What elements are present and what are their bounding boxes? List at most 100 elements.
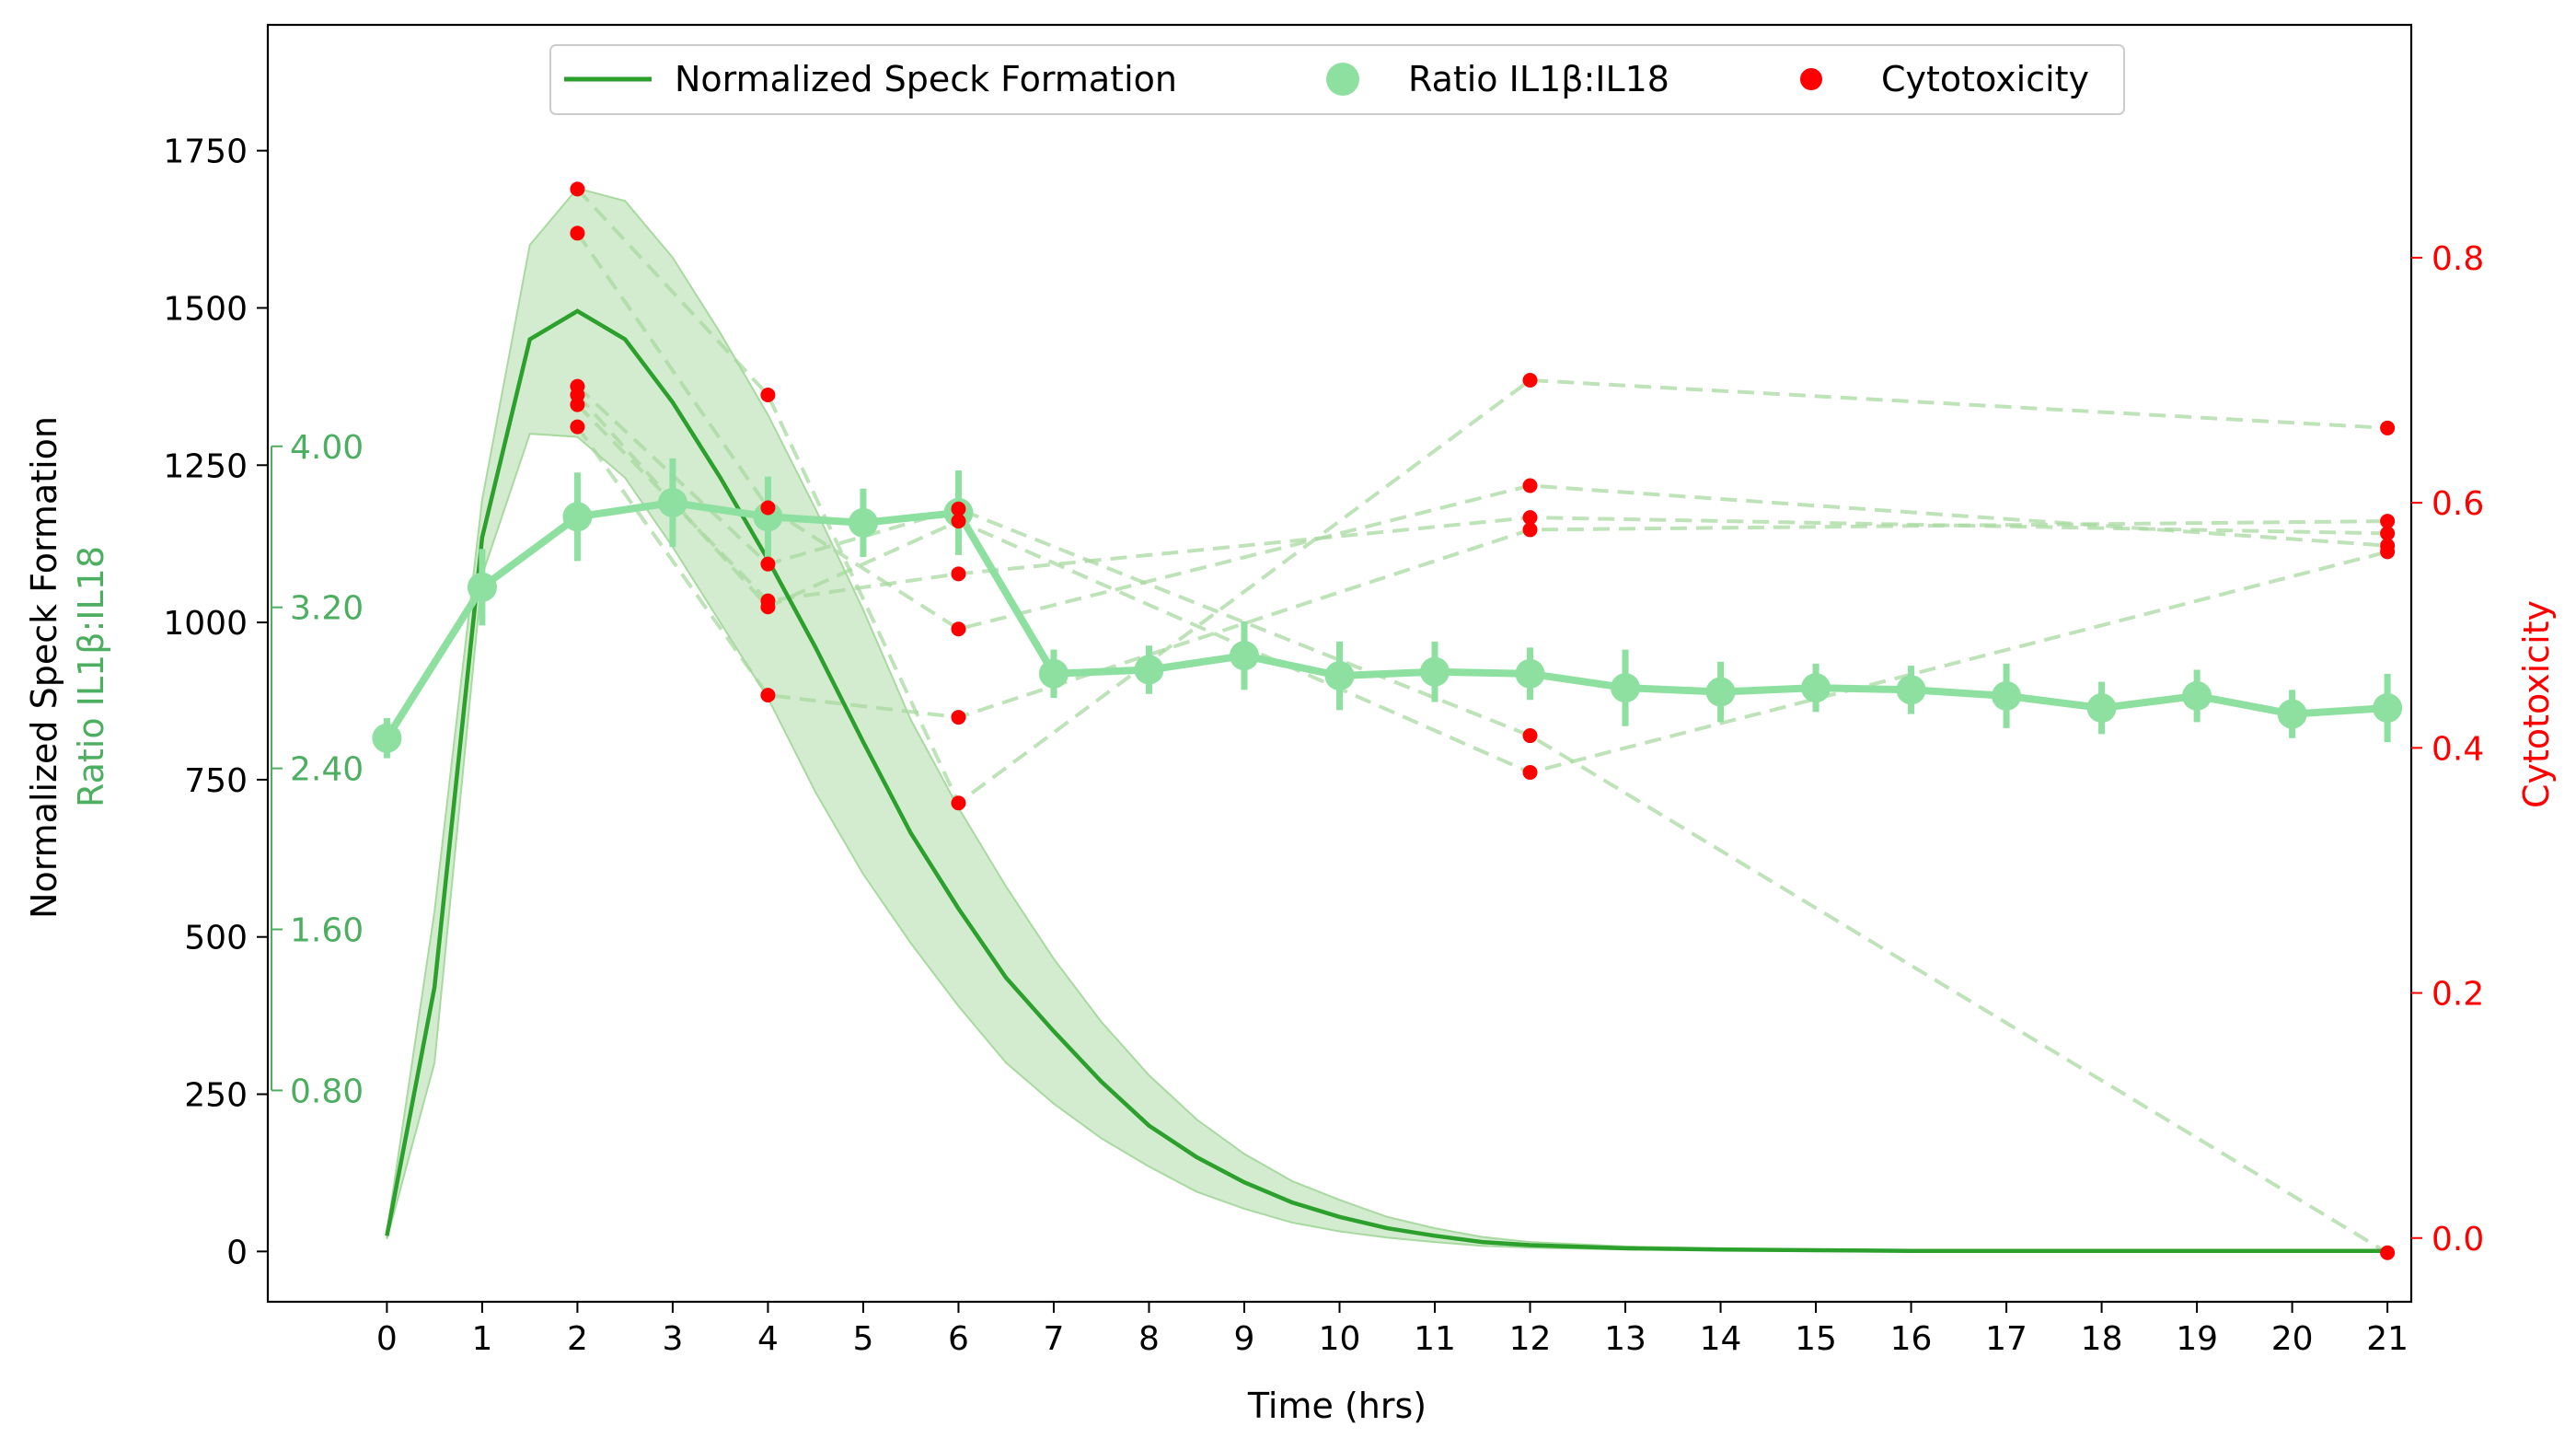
cytotoxicity-point bbox=[951, 621, 966, 637]
y-inner-tick-label: 1.60 bbox=[290, 912, 364, 950]
y-left-tick-label: 1500 bbox=[163, 290, 248, 328]
plot-area bbox=[372, 181, 2403, 1260]
ratio-series bbox=[372, 458, 2403, 759]
ratio-point bbox=[2277, 699, 2307, 729]
ratio-point bbox=[1992, 680, 2022, 711]
ratio-point bbox=[1515, 658, 1545, 689]
ratio-point bbox=[2086, 693, 2117, 724]
ratio-point bbox=[1038, 658, 1069, 689]
y-left-tick-label: 1750 bbox=[163, 133, 248, 171]
x-tick-label: 12 bbox=[1509, 1320, 1552, 1358]
x-axis: 0 1 2 3 4 5 6 7 8 9 10 11 12 13 14 15 16 17 18 19 20 21 bbox=[376, 1302, 2409, 1358]
ratio-point bbox=[1229, 641, 1259, 671]
x-tick-label: 4 bbox=[757, 1320, 779, 1358]
ratio-point bbox=[372, 723, 402, 753]
legend-swatch-cytotoxicity bbox=[1800, 68, 1822, 90]
cytotoxicity-point bbox=[2380, 420, 2396, 435]
legend-swatch-ratio bbox=[1326, 63, 1359, 96]
x-tick-label: 14 bbox=[1700, 1320, 1742, 1358]
ratio-point bbox=[1611, 673, 1641, 703]
y-axis-left: 0 250 500 750 1000 1250 1500 1750 bbox=[163, 133, 268, 1271]
y-right-tick-label: 0.4 bbox=[2432, 730, 2484, 768]
y-axis-right: 0.0 0.2 0.4 0.6 0.8 bbox=[2411, 240, 2484, 1259]
cytotoxicity-point bbox=[951, 514, 966, 529]
cytotoxicity-points bbox=[570, 181, 2396, 1260]
x-axis-label: Time (hrs) bbox=[1247, 1386, 1427, 1426]
ratio-point bbox=[1896, 675, 1926, 705]
x-tick-label: 17 bbox=[1985, 1320, 2027, 1358]
speck-line-path bbox=[385, 308, 2388, 1253]
cytotoxicity-point bbox=[951, 710, 966, 725]
cytotoxicity-point bbox=[2380, 514, 2396, 529]
ratio-point bbox=[753, 502, 783, 532]
y-axis-inner-label: Ratio IL1β:IL18 bbox=[71, 546, 111, 807]
cytotoxicity-point bbox=[570, 181, 585, 197]
ratio-point bbox=[848, 507, 878, 538]
ratio-point bbox=[1134, 655, 1164, 685]
cytotoxicity-point bbox=[1522, 522, 1538, 538]
y-inner-tick-label: 4.00 bbox=[290, 429, 364, 467]
cytotoxicity-point bbox=[2380, 1245, 2396, 1260]
x-tick-label: 1 bbox=[471, 1320, 492, 1358]
cytotoxicity-point bbox=[1522, 728, 1538, 744]
x-tick-label: 7 bbox=[1044, 1320, 1065, 1358]
ratio-point bbox=[1705, 677, 1736, 707]
x-tick-label: 5 bbox=[852, 1320, 873, 1358]
y-left-tick-label: 1250 bbox=[163, 447, 248, 485]
y-left-tick-label: 250 bbox=[184, 1077, 248, 1115]
x-tick-label: 15 bbox=[1795, 1320, 1837, 1358]
ratio-point bbox=[467, 572, 497, 602]
ratio-point bbox=[1420, 656, 1450, 687]
x-tick-label: 11 bbox=[1414, 1320, 1456, 1358]
cytotoxicity-point bbox=[1522, 510, 1538, 526]
x-tick-label: 16 bbox=[1890, 1320, 1933, 1358]
cytotoxicity-point bbox=[570, 226, 585, 241]
x-tick-label: 19 bbox=[2176, 1320, 2218, 1358]
legend: Normalized Speck Formation Ratio IL1β:IL… bbox=[549, 44, 2125, 115]
cytotoxicity-point bbox=[570, 419, 585, 435]
cytotoxicity-point bbox=[760, 599, 776, 615]
ratio-point bbox=[562, 502, 593, 532]
y-right-tick-label: 0.6 bbox=[2432, 485, 2484, 523]
cytotoxicity-point bbox=[1522, 764, 1538, 780]
cytotoxicity-point bbox=[760, 500, 776, 516]
cytotoxicity-point bbox=[570, 397, 585, 412]
y-left-tick-label: 500 bbox=[184, 920, 248, 957]
legend-label-cytotoxicity: Cytotoxicity bbox=[1881, 59, 2089, 99]
cytotoxicity-point bbox=[951, 566, 966, 582]
x-tick-label: 0 bbox=[376, 1320, 398, 1358]
legend-label-speck: Normalized Speck Formation bbox=[675, 59, 1177, 99]
x-tick-label: 18 bbox=[2081, 1320, 2123, 1358]
x-tick-label: 8 bbox=[1138, 1320, 1160, 1358]
x-tick-label: 2 bbox=[567, 1320, 588, 1358]
cytotoxicity-point bbox=[951, 501, 966, 516]
x-tick-label: 6 bbox=[948, 1320, 969, 1358]
cytotoxicity-point bbox=[951, 795, 966, 811]
cytotoxicity-point bbox=[760, 688, 776, 703]
speck-line bbox=[385, 308, 2388, 1253]
ratio-point bbox=[2182, 680, 2212, 711]
ratio-point bbox=[1801, 673, 1831, 703]
cytotoxicity-point bbox=[1522, 373, 1538, 389]
x-tick-label: 13 bbox=[1604, 1320, 1646, 1358]
x-tick-label: 20 bbox=[2271, 1320, 2314, 1358]
y-inner-tick-label: 3.20 bbox=[290, 590, 364, 628]
y-right-tick-label: 0.2 bbox=[2432, 976, 2484, 1014]
cytotoxicity-point bbox=[2380, 544, 2396, 560]
cytotoxicity-point bbox=[2380, 526, 2396, 541]
y-axis-right-label: Cytotoxicity bbox=[2516, 600, 2557, 808]
y-inner-tick-label: 2.40 bbox=[290, 751, 364, 789]
x-tick-label: 21 bbox=[2366, 1320, 2409, 1358]
ratio-point bbox=[1324, 661, 1355, 691]
cytotoxicity-point bbox=[1522, 478, 1538, 493]
x-tick-label: 9 bbox=[1234, 1320, 1255, 1358]
cytotoxicity-point bbox=[760, 387, 776, 402]
legend-label-ratio: Ratio IL1β:IL18 bbox=[1408, 59, 1669, 99]
y-left-tick-label: 0 bbox=[226, 1234, 248, 1271]
x-tick-label: 3 bbox=[662, 1320, 683, 1358]
ratio-line bbox=[384, 499, 2388, 740]
y-left-tick-label: 1000 bbox=[163, 605, 248, 643]
y-axis-inner-ratio: 0.80 1.60 2.40 3.20 4.00 bbox=[271, 429, 364, 1110]
y-left-tick-label: 750 bbox=[184, 762, 248, 800]
